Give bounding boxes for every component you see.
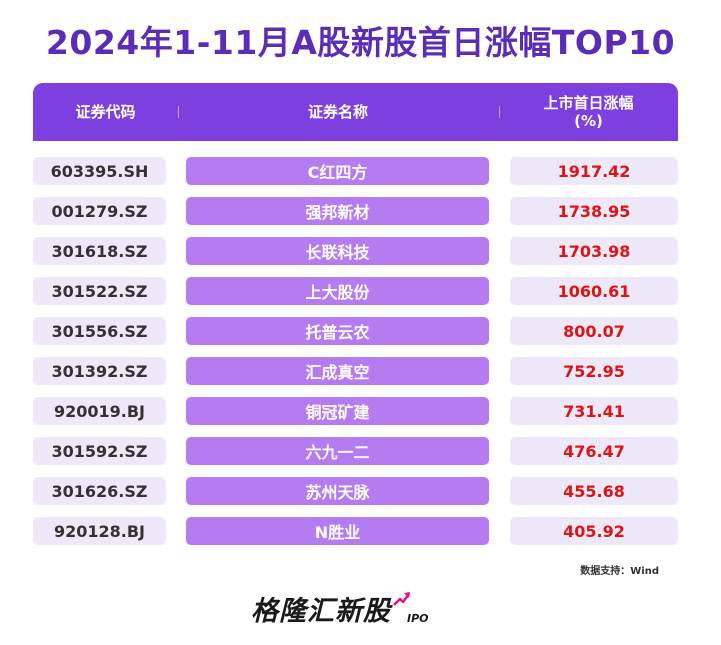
stock-name-cell: 铜冠矿建 [186, 397, 489, 425]
table-header: 证券代码 证券名称 上市首日涨幅 (%) [33, 83, 678, 141]
stock-name-cell: 上大股份 [186, 277, 489, 305]
header-value-label: 上市首日涨幅 [543, 94, 634, 112]
header-separator [499, 106, 500, 118]
rising-arrow-icon [393, 591, 411, 610]
header-value: 上市首日涨幅 (%) [499, 83, 678, 141]
stock-name-cell: 六九一二 [186, 437, 489, 465]
table-row: 301392.SZ 汇成真空 752.95 [33, 357, 678, 385]
table-row: 301618.SZ 长联科技 1703.98 [33, 237, 678, 265]
chart-title: 2024年1-11月A股新股首日涨幅TOP10 [45, 23, 676, 62]
first-day-gain-cell: 731.41 [510, 397, 678, 425]
stock-name-cell: 托普云农 [186, 317, 489, 345]
table-row: 301592.SZ 六九一二 476.47 [33, 437, 678, 465]
table-row: 301522.SZ 上大股份 1060.61 [33, 277, 678, 305]
first-day-gain-cell: 1060.61 [510, 277, 678, 305]
stock-code-cell: 301556.SZ [33, 317, 166, 345]
header-separator [178, 106, 179, 118]
first-day-gain-cell: 1738.95 [510, 197, 678, 225]
first-day-gain-cell: 1917.42 [510, 157, 678, 185]
logo-ipo: IPO [407, 612, 429, 625]
stock-code-cell: 603395.SH [33, 157, 166, 185]
header-name: 证券名称 [307, 103, 368, 121]
stock-code-cell: 301626.SZ [33, 477, 166, 505]
table-row: 301626.SZ 苏州天脉 455.68 [33, 477, 678, 505]
stock-name-cell: 强邦新材 [186, 197, 489, 225]
first-day-gain-cell: 1703.98 [510, 237, 678, 265]
table-body: 603395.SH C红四方 1917.42 001279.SZ 强邦新材 1738.95… [33, 157, 678, 557]
first-day-gain-cell: 405.92 [510, 517, 678, 545]
stock-name-cell: N胜业 [186, 517, 489, 545]
header-code: 证券代码 [75, 103, 136, 121]
brand-logo: 格隆汇新股 IPO [251, 588, 429, 628]
table-row: 920019.BJ 铜冠矿建 731.41 [33, 397, 678, 425]
stock-code-cell: 001279.SZ [33, 197, 166, 225]
data-source: 数据支持：Wind [580, 566, 659, 577]
stock-code-cell: 301592.SZ [33, 437, 166, 465]
stock-code-cell: 301522.SZ [33, 277, 166, 305]
first-day-gain-cell: 800.07 [510, 317, 678, 345]
stock-name-cell: 苏州天脉 [186, 477, 489, 505]
stock-code-cell: 301392.SZ [33, 357, 166, 385]
first-day-gain-cell: 752.95 [510, 357, 678, 385]
stock-name-cell: C红四方 [186, 157, 489, 185]
stock-name-cell: 长联科技 [186, 237, 489, 265]
stock-code-cell: 920128.BJ [33, 517, 166, 545]
stock-code-cell: 920019.BJ [33, 397, 166, 425]
header-value-unit: (%) [574, 112, 603, 130]
logo-text: 格隆汇新股 [251, 596, 391, 627]
first-day-gain-cell: 455.68 [510, 477, 678, 505]
stock-name-cell: 汇成真空 [186, 357, 489, 385]
table-row: 301556.SZ 托普云农 800.07 [33, 317, 678, 345]
first-day-gain-cell: 476.47 [510, 437, 678, 465]
table-row: 603395.SH C红四方 1917.42 [33, 157, 678, 185]
stock-code-cell: 301618.SZ [33, 237, 166, 265]
table-row: 920128.BJ N胜业 405.92 [33, 517, 678, 545]
table-row: 001279.SZ 强邦新材 1738.95 [33, 197, 678, 225]
